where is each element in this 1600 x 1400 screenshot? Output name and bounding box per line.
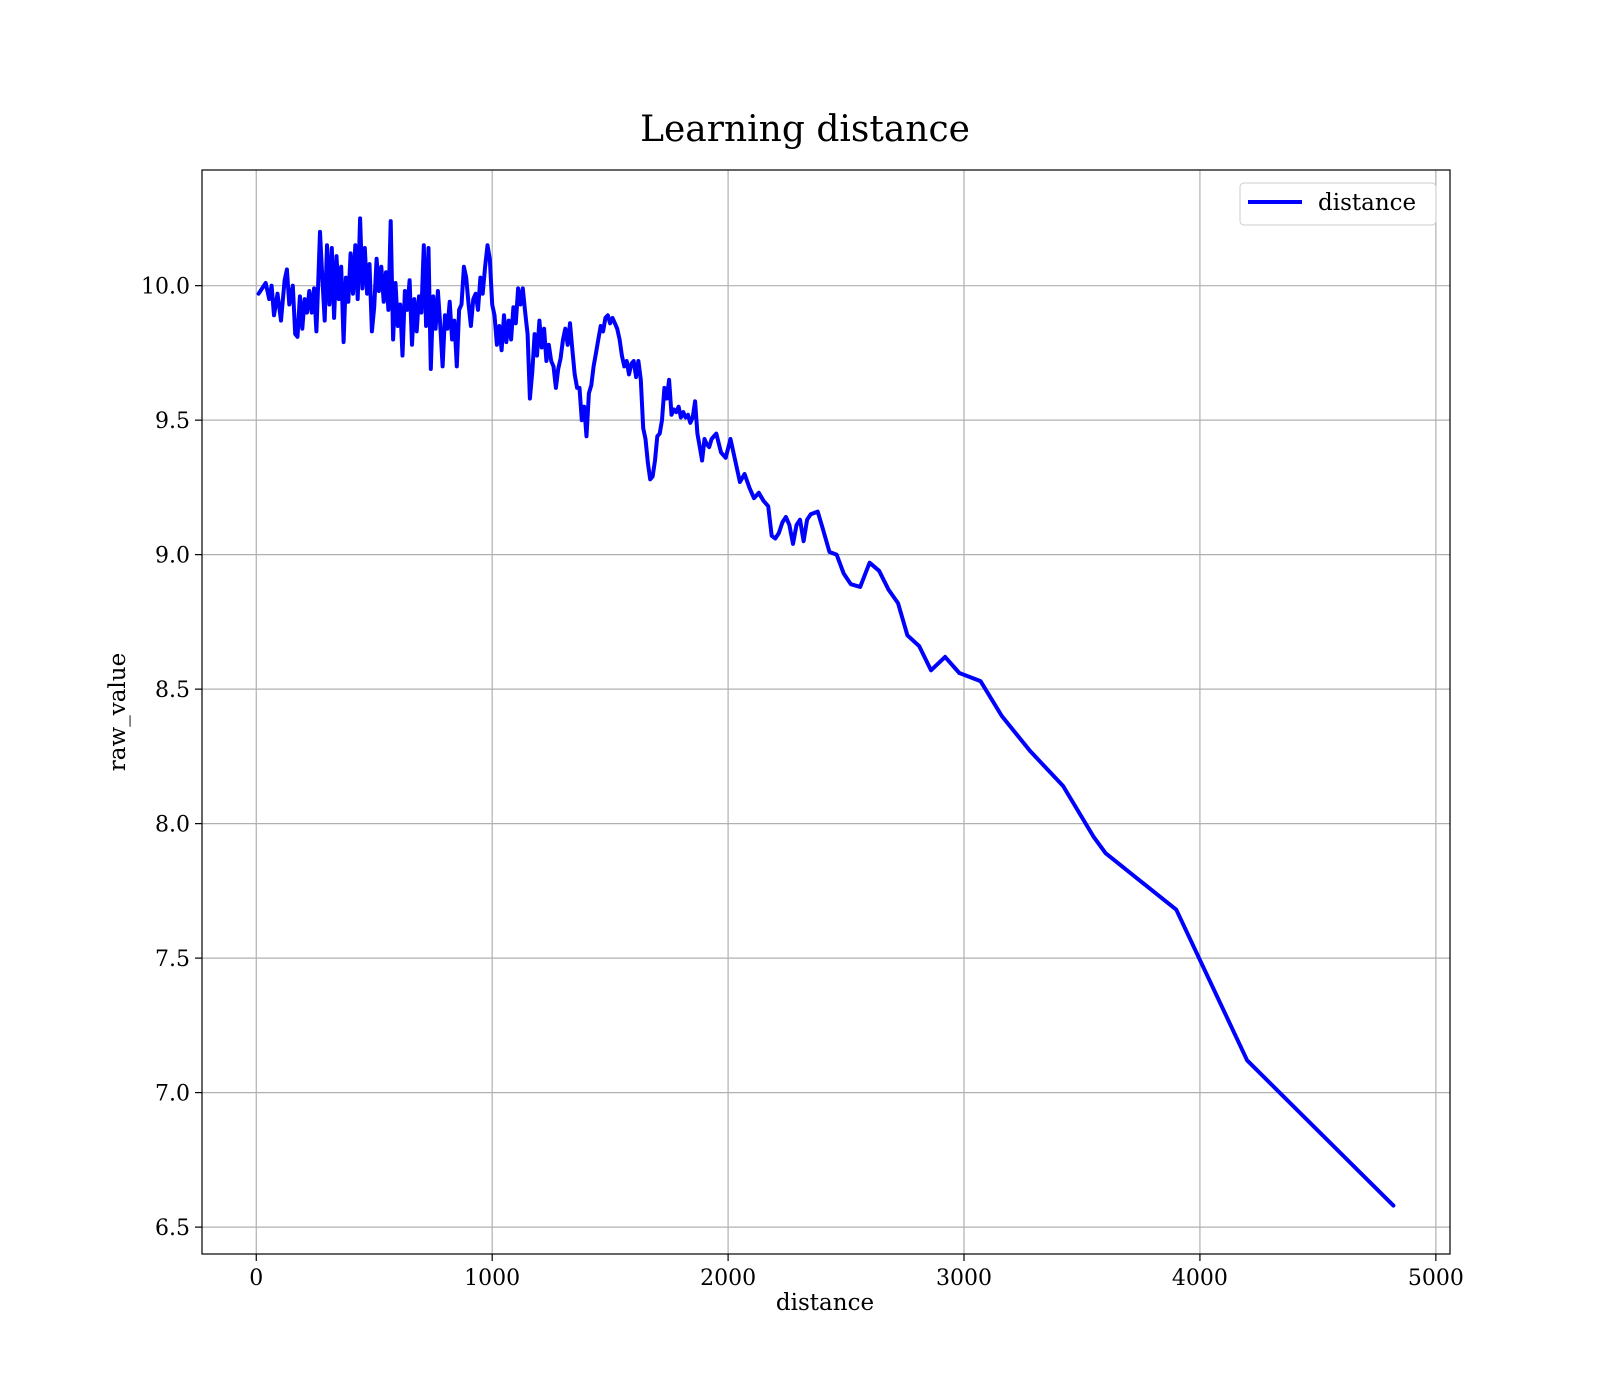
y-tick-label: 9.0 bbox=[155, 544, 190, 569]
axis-ticks: 0 1000 2000 3000 4000 5000 6.5 7.0 7.5 8.0 8.5 9.0 9… bbox=[141, 275, 1464, 1291]
y-tick-label: 9.5 bbox=[155, 409, 190, 434]
x-tick-label: 5000 bbox=[1408, 1266, 1464, 1291]
series-layer bbox=[256, 216, 1396, 1208]
legend-label-distance: distance bbox=[1318, 190, 1416, 216]
grid bbox=[202, 170, 1450, 1254]
x-tick-label: 3000 bbox=[936, 1266, 992, 1291]
y-tick-label: 10.0 bbox=[141, 275, 190, 300]
x-tick-label: 4000 bbox=[1172, 1266, 1228, 1291]
x-tick-label: 0 bbox=[249, 1266, 263, 1291]
x-tick-label: 1000 bbox=[464, 1266, 520, 1291]
y-tick-label: 8.5 bbox=[155, 678, 190, 703]
y-tick-label: 7.0 bbox=[155, 1082, 190, 1107]
x-axis-label: distance bbox=[776, 1290, 874, 1316]
y-axis-label: raw_value bbox=[105, 653, 131, 771]
y-tick-label: 8.0 bbox=[155, 813, 190, 838]
x-tick-label: 2000 bbox=[700, 1266, 756, 1291]
legend: distance bbox=[1239, 182, 1437, 226]
y-tick-label: 6.5 bbox=[155, 1216, 190, 1241]
y-tick-label: 7.5 bbox=[155, 947, 190, 972]
series-line-0 bbox=[256, 216, 1396, 1208]
chart-title: Learning distance bbox=[640, 109, 970, 150]
legend-box bbox=[1239, 182, 1437, 226]
plot-area-frame bbox=[201, 169, 1451, 1255]
